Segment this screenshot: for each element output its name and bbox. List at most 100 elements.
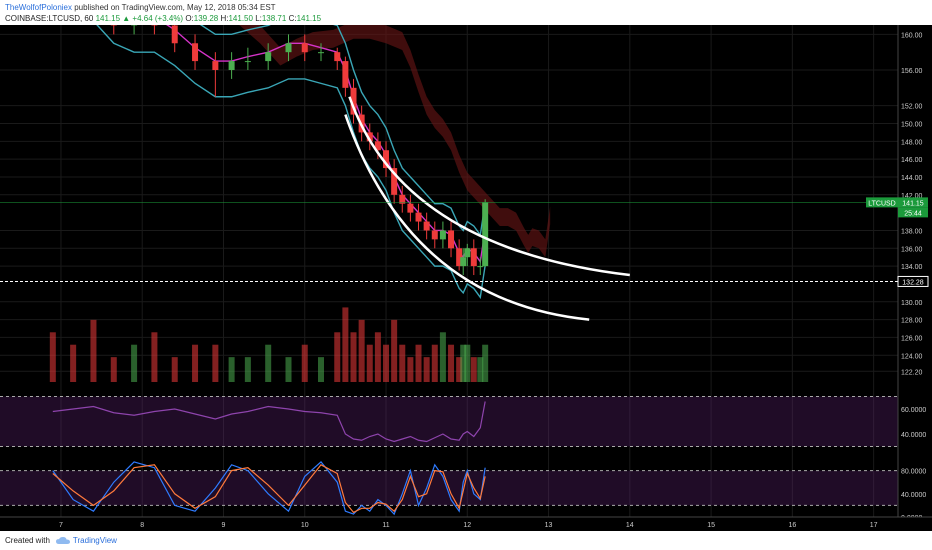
volume-bar — [439, 332, 446, 382]
price-tick: 152.00 — [901, 104, 923, 111]
volume-bar — [431, 344, 438, 382]
price-tick: 144.00 — [901, 175, 923, 182]
time-axis[interactable]: 7 8 9 10 11 12 13 14 15 16 17 — [0, 516, 932, 531]
volume-bar — [212, 344, 219, 382]
time-tick: 7 — [59, 522, 63, 529]
volume-bar — [171, 357, 178, 382]
price-change: 141.15 ▲ +4.64 (+3.4%) — [95, 14, 184, 23]
chart-header-line2: COINBASE:LTCUSD, 60 141.15 ▲ +4.64 (+3.4… — [5, 14, 321, 23]
price-axis-bg — [898, 25, 932, 517]
bollinger-upper — [199, 25, 486, 237]
price-tick: 142.00 — [901, 193, 923, 200]
price-tick: 122.20 — [901, 369, 923, 376]
volume-bar — [464, 344, 471, 382]
price-tick: 126.00 — [901, 335, 923, 342]
open-value: 139.28 — [193, 14, 219, 23]
time-tick: 10 — [301, 522, 309, 529]
candle-body — [244, 61, 251, 63]
volume-bar — [374, 332, 381, 382]
price-tick: 130.00 — [901, 300, 923, 307]
ltcusd-chart[interactable]: 60.000040.000080.000040.00000.0000160.00… — [0, 25, 932, 531]
candle-body — [342, 61, 349, 88]
osc-y-tick: 40.0000 — [901, 492, 926, 499]
volume-bar — [477, 357, 484, 382]
price-tick: 160.00 — [901, 32, 923, 39]
candle-body — [285, 43, 292, 53]
volume-bar — [334, 332, 341, 382]
volume-bars — [49, 307, 489, 382]
last-price-tag: 141.15 — [902, 200, 924, 207]
high-label: H: — [220, 14, 229, 23]
volume-bar — [358, 319, 365, 382]
candle-body — [415, 212, 422, 222]
volume-bar — [228, 357, 235, 382]
time-tick: 13 — [545, 522, 553, 529]
price-axis[interactable]: 60.000040.000080.000040.00000.0000160.00… — [897, 25, 932, 522]
candlesticks — [110, 25, 489, 276]
volume-bar — [350, 332, 357, 382]
low-label: L: — [255, 14, 262, 23]
osc-y-tick: 80.0000 — [901, 469, 926, 476]
created-with-label: Created with — [5, 536, 50, 545]
rsi-line-RSI — [52, 401, 486, 443]
candle-body — [383, 150, 390, 169]
time-tick: 15 — [707, 522, 715, 529]
volume-bar — [131, 344, 138, 382]
candle-body — [464, 248, 471, 258]
volume-bar — [285, 357, 292, 382]
tradingview-logo[interactable]: TradingView — [55, 536, 117, 545]
candle-body — [477, 266, 484, 268]
volume-bar — [399, 344, 406, 382]
high-value: 141.50 — [228, 14, 253, 23]
price-tick: 124.00 — [901, 353, 923, 360]
symbol-tag-bg — [866, 197, 898, 208]
symbol-label: COINBASE:LTCUSD, 60 — [5, 14, 94, 23]
rsi-panel — [0, 396, 898, 447]
close-label: C: — [288, 14, 297, 23]
time-tick: 8 — [140, 522, 144, 529]
volume-bar — [192, 344, 199, 382]
time-tick: 11 — [382, 522, 389, 529]
low-value: 138.71 — [261, 14, 287, 23]
osc-y-tick: 40.0000 — [901, 432, 926, 439]
chart-header-line1: TheWolfofPoloniex published on TradingVi… — [5, 3, 276, 12]
time-tick: 14 — [626, 522, 634, 529]
volume-bar — [366, 344, 373, 382]
volume-bar — [151, 332, 158, 382]
ichimoku-cloud — [239, 25, 551, 258]
candle-body — [439, 230, 446, 240]
price-tags: LTCUSD 141.15 25:44 132.28 — [0, 197, 929, 287]
price-tick: 128.00 — [901, 318, 923, 325]
volume-bar — [460, 344, 467, 382]
price-tick: 156.00 — [901, 68, 923, 75]
rsi-band — [0, 396, 898, 447]
footer: Created with TradingView — [0, 531, 932, 550]
volume-bar — [407, 357, 414, 382]
candle-body — [456, 248, 463, 267]
time-tick: 16 — [788, 522, 796, 529]
price-tick: 138.00 — [901, 228, 923, 235]
volume-bar — [265, 344, 272, 382]
support-tag-bg — [897, 275, 929, 287]
candle-body — [228, 61, 235, 71]
open-label: O: — [185, 14, 194, 23]
candle-body — [470, 248, 477, 267]
price-tick: 134.00 — [901, 264, 923, 271]
publish-info: published on TradingView.com, May 12, 20… — [74, 3, 276, 12]
candle-body — [482, 202, 489, 267]
cloud-area — [239, 25, 551, 258]
price-tick: 146.00 — [901, 157, 923, 164]
volume-bar — [318, 357, 325, 382]
author-link[interactable]: TheWolfofPoloniex — [5, 3, 72, 12]
arc-lower — [344, 114, 590, 321]
candle-body — [192, 43, 199, 62]
candle-body — [318, 52, 325, 54]
price-tick: 150.00 — [901, 121, 923, 128]
volume-bar — [49, 332, 56, 382]
volume-bar — [423, 357, 430, 382]
arc-upper — [348, 96, 630, 277]
time-tick: 12 — [463, 522, 471, 529]
candle-body — [460, 257, 467, 267]
last-price-tag-bg — [898, 197, 928, 208]
time-tick: 9 — [222, 522, 226, 529]
